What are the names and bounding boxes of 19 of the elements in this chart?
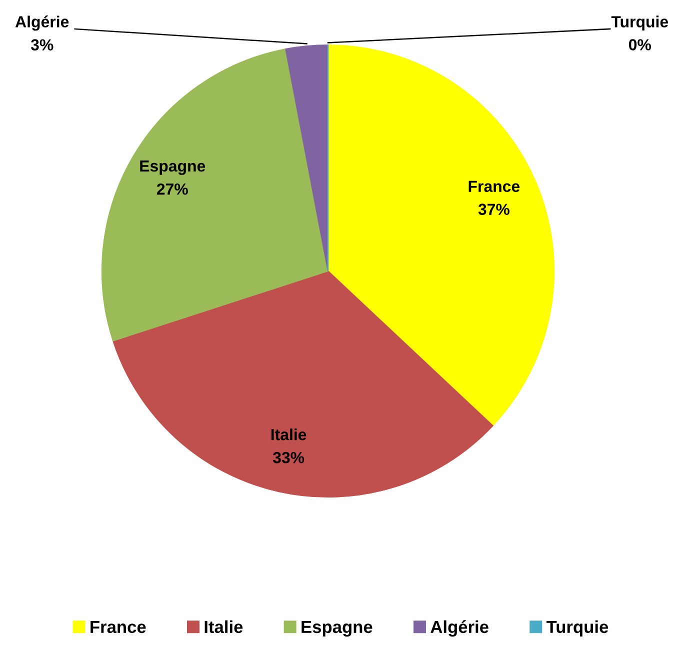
legend-label: Turquie [546, 620, 608, 637]
pie-slice [327, 44, 555, 426]
pie-slice [285, 44, 329, 272]
data-label: 27% [156, 183, 188, 195]
legend-label: Algérie [430, 620, 488, 637]
pie-slice [101, 48, 329, 342]
text: 0% [628, 39, 651, 50]
legend-label: Italie [204, 620, 243, 634]
category-label: Turquie [611, 16, 668, 31]
slice-label: France [468, 180, 520, 192]
data-label: 37% [478, 204, 510, 215]
legend-label: France [90, 620, 146, 634]
data-label: 3% [30, 39, 54, 51]
slice-label: Espagne [140, 160, 206, 175]
data-label: 33% [272, 452, 304, 464]
slice-label: Italie [271, 428, 306, 440]
pie-slice [112, 270, 494, 498]
legend-label: Espagne [302, 620, 372, 637]
slice-label: Algérie [15, 16, 69, 31]
